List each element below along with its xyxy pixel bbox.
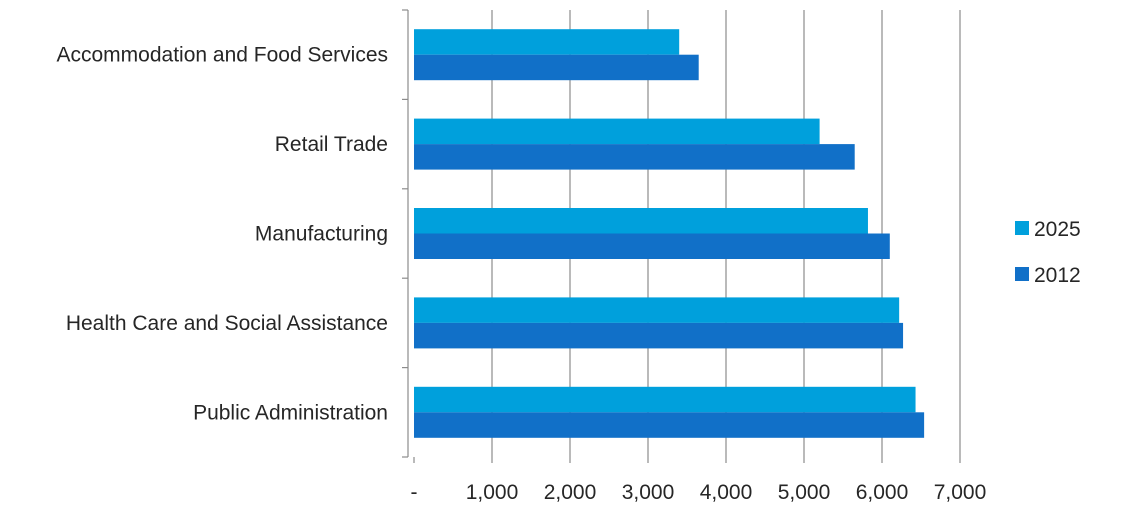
bar-2012: [414, 412, 925, 438]
category-label: Manufacturing: [255, 223, 388, 246]
bar-2025: [414, 386, 916, 413]
x-tick-label: 2,000: [544, 481, 597, 504]
legend-label-2012: 2012: [1034, 264, 1081, 287]
bar-2025: [414, 208, 868, 234]
x-tick-label: 6,000: [856, 481, 909, 504]
x-tick-label: 1,000: [466, 481, 519, 504]
bar-2012: [414, 322, 904, 349]
legend-swatch-2012: [1015, 267, 1029, 281]
bar-2012: [414, 144, 855, 170]
bar-2025: [414, 297, 900, 323]
category-label: Accommodation and Food Services: [57, 44, 389, 67]
x-tick-label: -: [411, 481, 418, 504]
axes: [402, 9, 961, 463]
x-tick-label: 7,000: [934, 481, 987, 504]
legend-swatch-2025: [1015, 221, 1029, 235]
x-tick-label: 3,000: [622, 481, 675, 504]
legend-label-2025: 2025: [1034, 218, 1081, 241]
category-label: Public Administration: [193, 401, 388, 424]
labels: - 1,000 2,000 3,000 4,000 5,000 6,000 7,000 Acco…: [57, 44, 987, 504]
legend: 2025 2012: [1015, 218, 1081, 287]
bars: [414, 29, 925, 438]
bar-2025: [414, 29, 680, 55]
bar-2012: [414, 233, 890, 259]
category-label: Retail Trade: [275, 133, 388, 156]
bar-2012: [414, 54, 699, 81]
category-label: Health Care and Social Assistance: [66, 312, 388, 335]
x-tick-label: 4,000: [700, 481, 753, 504]
bar-2025: [414, 118, 820, 145]
x-tick-label: 5,000: [778, 481, 831, 504]
